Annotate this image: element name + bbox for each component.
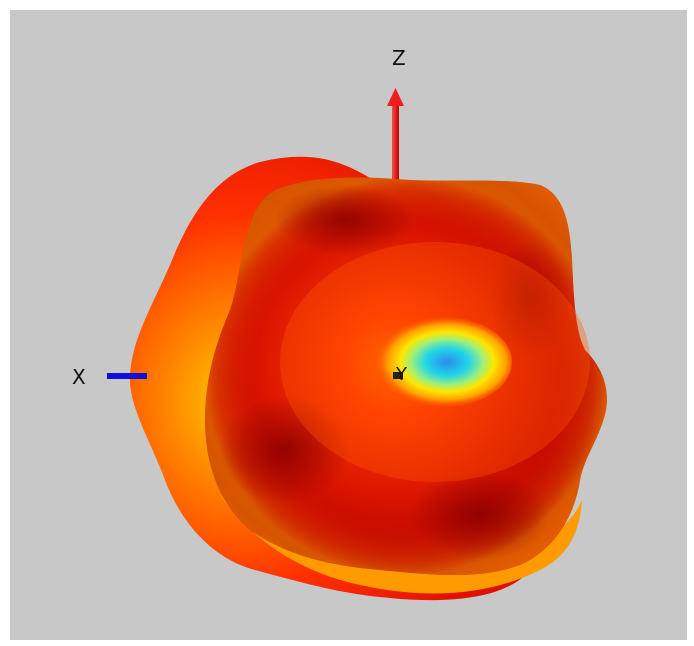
z-axis-arrow (387, 88, 404, 194)
x-axis-label: X (72, 365, 86, 389)
y-axis-marker (393, 372, 403, 379)
shade-region-left (220, 395, 350, 505)
shade-region-upper (275, 185, 415, 255)
hotspot-null (368, 316, 512, 408)
z-axis-label: Z (392, 46, 406, 70)
shade-region-right (490, 240, 570, 360)
shade-region-lower (410, 470, 550, 560)
y-axis-label: Y (396, 364, 407, 385)
radiation-pattern-plot (107, 88, 607, 601)
3d-viewport[interactable]: Z X Y (10, 10, 687, 640)
x-axis-arrow (107, 373, 147, 379)
